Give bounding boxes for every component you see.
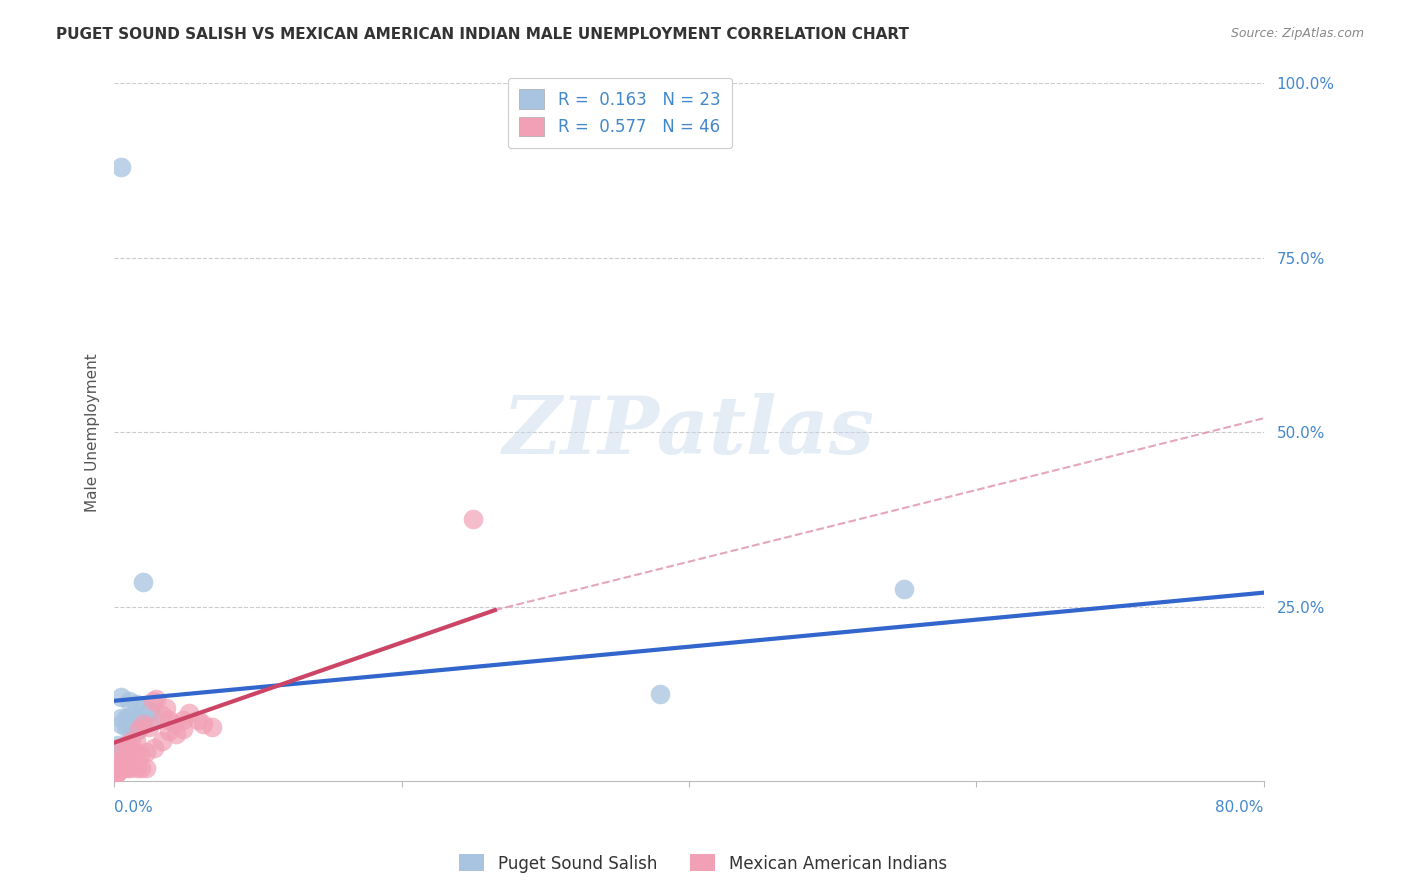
Point — [132, 700, 155, 714]
Point — [138, 720, 160, 734]
Point — [125, 733, 148, 747]
Point — [108, 761, 131, 775]
Point — [172, 722, 194, 736]
Point — [135, 745, 157, 759]
Point — [110, 740, 132, 755]
Legend: Puget Sound Salish, Mexican American Indians: Puget Sound Salish, Mexican American Ind… — [453, 847, 953, 880]
Point — [132, 716, 155, 731]
Point — [110, 716, 132, 731]
Point — [155, 700, 177, 714]
Point — [132, 575, 155, 590]
Point — [157, 723, 180, 738]
Point — [114, 711, 136, 725]
Point — [135, 761, 157, 775]
Point — [165, 726, 187, 740]
Point — [107, 764, 129, 778]
Legend: R =  0.163   N = 23, R =  0.577   N = 46: R = 0.163 N = 23, R = 0.577 N = 46 — [508, 78, 733, 148]
Point — [117, 738, 139, 752]
Point — [143, 713, 166, 727]
Point — [110, 690, 132, 705]
Point — [150, 733, 173, 747]
Point — [114, 720, 136, 734]
Point — [120, 733, 142, 747]
Point — [128, 722, 150, 736]
Point — [110, 745, 132, 759]
Point — [114, 738, 136, 752]
Point — [120, 752, 142, 766]
Point — [125, 711, 148, 725]
Point — [201, 720, 224, 734]
Point — [143, 740, 166, 755]
Point — [157, 713, 180, 727]
Point — [107, 738, 129, 752]
Point — [118, 761, 141, 775]
Text: ZIPatlas: ZIPatlas — [503, 393, 875, 471]
Point — [117, 694, 139, 708]
Point — [186, 713, 208, 727]
Point — [463, 512, 485, 526]
Point — [110, 711, 132, 725]
Point — [129, 747, 152, 762]
Point — [111, 761, 134, 775]
Point — [105, 765, 128, 780]
Text: PUGET SOUND SALISH VS MEXICAN AMERICAN INDIAN MALE UNEMPLOYMENT CORRELATION CHAR: PUGET SOUND SALISH VS MEXICAN AMERICAN I… — [56, 27, 910, 42]
Point — [125, 723, 148, 738]
Point — [121, 758, 143, 772]
Point — [111, 755, 134, 769]
Point — [142, 694, 165, 708]
Point — [131, 761, 153, 775]
Point — [150, 707, 173, 722]
Point — [117, 758, 139, 772]
Point — [115, 761, 138, 775]
Point — [193, 716, 215, 731]
Point — [125, 747, 148, 762]
Point — [125, 698, 148, 712]
Point — [117, 711, 139, 725]
Point — [114, 755, 136, 769]
Point — [105, 761, 128, 775]
Point — [650, 687, 672, 701]
Point — [145, 691, 167, 706]
Point — [127, 761, 149, 775]
Point — [132, 713, 155, 727]
Text: Source: ZipAtlas.com: Source: ZipAtlas.com — [1230, 27, 1364, 40]
Text: 0.0%: 0.0% — [114, 799, 153, 814]
Point — [110, 160, 132, 174]
Point — [172, 713, 194, 727]
Point — [177, 706, 200, 720]
Point — [107, 758, 129, 772]
Point — [893, 582, 915, 597]
Text: 80.0%: 80.0% — [1215, 799, 1264, 814]
Point — [114, 752, 136, 766]
Y-axis label: Male Unemployment: Male Unemployment — [86, 353, 100, 512]
Point — [163, 716, 186, 731]
Point — [104, 765, 127, 780]
Point — [108, 755, 131, 769]
Point — [120, 722, 142, 736]
Point — [112, 758, 135, 772]
Point — [139, 704, 162, 718]
